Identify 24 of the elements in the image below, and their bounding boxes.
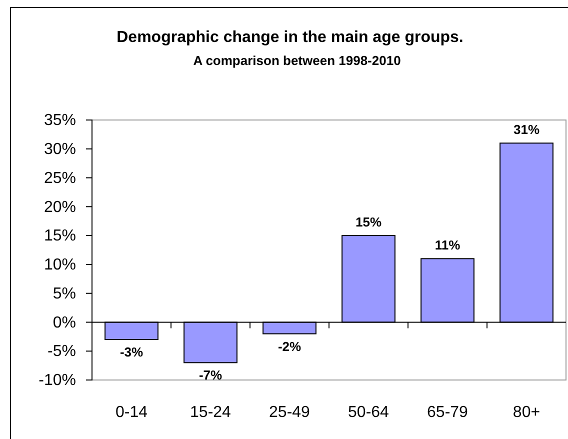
data-label: -7% xyxy=(198,368,222,383)
chart-title: Demographic change in the main age groups. xyxy=(116,29,464,46)
x-tick-label: 0-14 xyxy=(115,404,148,421)
data-label: 15% xyxy=(355,214,382,230)
y-tick-label: 30% xyxy=(44,141,76,158)
data-label: 31% xyxy=(513,122,540,138)
y-tick-label: 15% xyxy=(44,228,76,245)
chart-subtitle: A comparison between 1998-2010 xyxy=(193,53,401,68)
y-tick-label: -10% xyxy=(38,372,76,390)
y-tick-label: 0% xyxy=(52,314,76,332)
x-tick-label: 25-49 xyxy=(269,404,310,421)
y-tick-label: 10% xyxy=(44,256,76,274)
x-tick-label: 65-79 xyxy=(427,404,468,421)
x-tick-label: 80+ xyxy=(512,404,540,421)
x-tick-label: 50-64 xyxy=(348,404,390,421)
y-tick-label: 5% xyxy=(52,285,76,302)
data-label: -2% xyxy=(278,338,302,354)
data-label: 11% xyxy=(434,238,461,253)
y-tick-label: 25% xyxy=(44,170,76,187)
y-tick-label: -5% xyxy=(48,343,76,360)
y-tick-label: 35% xyxy=(44,112,76,130)
x-tick-label: 15-24 xyxy=(190,404,232,421)
data-label: -3% xyxy=(120,344,144,360)
y-tick-label: 20% xyxy=(44,198,76,216)
